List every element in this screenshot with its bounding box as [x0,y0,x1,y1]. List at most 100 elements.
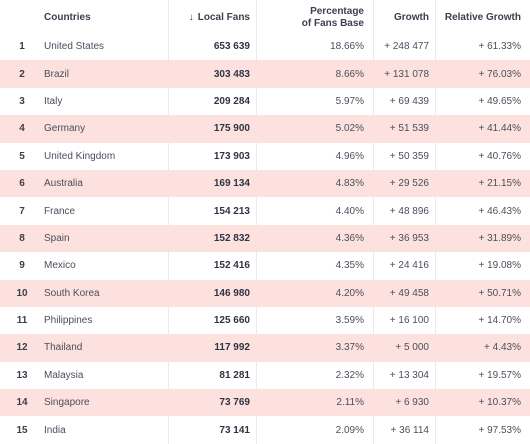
growth-value: + 51 539 [389,123,429,135]
local-fans-value: 209 284 [213,95,250,107]
local-fans-value: 169 134 [213,178,250,190]
relative-growth-value: + 41.44% [478,123,521,135]
rank: 1 [19,41,25,53]
column-divider [435,0,436,444]
country-name: India [44,424,66,436]
table-row: 11 Philippines 125 660 3.59% + 16 100 + … [0,307,530,334]
local-fans-value: 81 281 [219,369,250,381]
relative-growth-value: + 49.65% [478,95,521,107]
country-name: Mexico [44,260,76,272]
header-growth[interactable]: Growth [394,12,429,23]
country-name: Brazil [44,68,70,80]
percentage-value: 18.66% [330,41,364,53]
growth-value: + 36 114 [390,424,429,436]
percentage-value: 2.32% [335,369,364,381]
percentage-value: 5.02% [335,123,364,135]
table-row: 6 Australia 169 134 4.83% + 29 526 + 21.… [0,169,530,198]
growth-value: + 248 477 [384,41,429,53]
table-row: 10 South Korea 146 980 4.20% + 49 458 + … [0,279,530,307]
growth-value: + 48 896 [389,205,429,217]
header-local-fans[interactable]: ↓ Local Fans [168,0,250,35]
relative-growth-value: + 19.57% [478,369,521,381]
local-fans-value: 175 900 [213,123,250,135]
local-fans-value: 73 141 [219,424,250,436]
local-fans-value: 146 980 [213,287,250,299]
rank: 3 [19,95,25,107]
rank: 10 [16,287,28,299]
table-row: 14 Singapore 73 769 2.11% + 6 930 + 10.3… [0,389,530,417]
growth-value: + 16 100 [389,315,429,327]
country-name: South Korea [44,287,100,299]
growth-value: + 36 953 [389,232,429,244]
percentage-value: 3.59% [335,315,364,327]
percentage-value: 2.11% [336,397,364,409]
table-row: 1 United States 653 639 18.66% + 248 477… [0,33,530,60]
rank: 4 [19,123,25,135]
relative-growth-value: + 97.53% [478,424,521,436]
sort-descending-icon: ↓ [188,12,194,23]
table-row: 4 Germany 175 900 5.02% + 51 539 + 41.44… [0,115,530,143]
table-row: 2 Brazil 303 483 8.66% + 131 078 + 76.03… [0,60,530,88]
local-fans-value: 152 832 [213,232,250,244]
relative-growth-value: + 61.33% [478,41,521,53]
relative-growth-value: + 76.03% [478,68,521,80]
column-divider [168,0,169,444]
relative-growth-value: + 14.70% [478,315,521,327]
table-row: 8 Spain 152 832 4.36% + 36 953 + 31.89% [0,224,530,253]
header-countries[interactable]: Countries [44,12,91,23]
rank: 6 [19,178,25,190]
local-fans-value: 73 769 [219,397,250,409]
table-row: 3 Italy 209 284 5.97% + 69 439 + 49.65% [0,88,530,115]
country-name: United States [44,41,105,53]
country-name: Australia [44,178,83,190]
rank: 15 [16,424,28,436]
growth-value: + 29 526 [389,178,429,190]
header-percentage-of-fans-base[interactable]: Percentage of Fans Base [256,0,364,35]
country-name: France [44,205,76,217]
local-fans-value: 152 416 [213,260,250,272]
country-name: Singapore [44,397,90,409]
column-divider [256,0,257,444]
header-relative-growth[interactable]: Relative Growth [444,12,521,23]
growth-value: + 13 304 [389,369,429,381]
percentage-value: 4.35% [335,260,364,272]
relative-growth-value: + 21.15% [478,178,521,190]
country-name: Malaysia [44,369,84,381]
header-pct-line1: Percentage [310,5,364,17]
percentage-value: 4.40% [335,205,364,217]
table-row: 9 Mexico 152 416 4.35% + 24 416 + 19.08% [0,252,530,279]
growth-value: + 24 416 [389,260,429,272]
header-pct-line2: of Fans Base [301,17,364,29]
growth-value: + 49 458 [389,287,429,299]
rank: 2 [19,68,25,80]
relative-growth-value: + 40.76% [478,150,521,162]
table-row: 13 Malaysia 81 281 2.32% + 13 304 + 19.5… [0,362,530,389]
growth-value: + 5 000 [395,342,429,354]
rank: 13 [16,369,28,381]
growth-value: + 50 359 [389,150,429,162]
column-divider [373,0,374,444]
percentage-value: 4.36% [335,232,364,244]
rank: 14 [16,397,28,409]
growth-value: + 131 078 [384,68,429,80]
table-row: 7 France 154 213 4.40% + 48 896 + 46.43% [0,197,530,224]
table-row: 5 United Kingdom 173 903 4.96% + 50 359 … [0,143,530,170]
relative-growth-value: + 19.08% [478,260,521,272]
rank: 7 [19,205,25,217]
percentage-value: 2.09% [335,424,364,436]
percentage-value: 4.20% [335,287,364,299]
country-name: Philippines [44,315,93,327]
table-body: 1 United States 653 639 18.66% + 248 477… [0,33,530,444]
relative-growth-value: + 10.37% [478,397,521,409]
local-fans-value: 117 992 [214,342,250,354]
local-fans-value: 154 213 [213,205,250,217]
growth-value: + 69 439 [389,95,429,107]
rank: 11 [16,315,28,327]
percentage-value: 3.37% [335,342,364,354]
country-name: Thailand [44,342,83,354]
country-name: Spain [44,232,70,244]
table-row: 15 India 73 141 2.09% + 36 114 + 97.53% [0,416,530,443]
rank: 8 [19,232,25,244]
header-local-fans-label: Local Fans [197,12,250,23]
